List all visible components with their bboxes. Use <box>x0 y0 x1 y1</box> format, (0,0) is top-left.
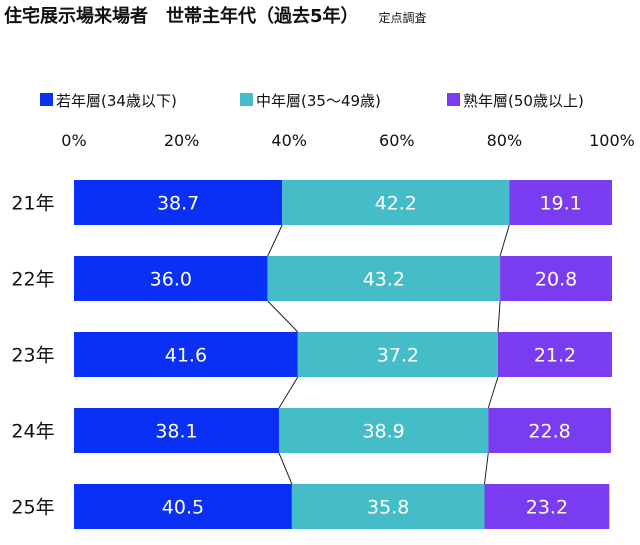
chart-subtitle: 定点調査 <box>378 11 427 25</box>
series-connector-line <box>497 300 501 333</box>
data-label: 20.8 <box>535 269 577 291</box>
bar-segment <box>74 484 292 529</box>
bar-segment <box>267 256 501 301</box>
bar-segment <box>484 484 610 529</box>
x-tick-label: 0% <box>61 131 86 150</box>
legend-swatch-2 <box>240 93 253 106</box>
bar-segment <box>282 180 510 225</box>
category-label: 21年 <box>11 193 54 215</box>
bar-segment <box>74 256 268 301</box>
x-tick-label: 80% <box>487 131 523 150</box>
series-connector-line <box>278 376 299 409</box>
data-label: 41.6 <box>165 345 207 367</box>
category-label: 24年 <box>11 421 54 443</box>
data-label: 38.9 <box>362 421 404 443</box>
data-label: 40.5 <box>162 497 204 519</box>
legend-label-3: 熟年層(50歳以上) <box>463 92 584 110</box>
series-connector-line <box>267 224 283 257</box>
legend-swatch-1 <box>40 93 53 106</box>
data-label: 38.1 <box>155 421 197 443</box>
x-tick-label: 40% <box>271 131 307 150</box>
data-label: 37.2 <box>377 345 419 367</box>
data-label: 21.2 <box>534 345 576 367</box>
x-tick-label: 100% <box>589 131 635 150</box>
bar-segment <box>74 332 298 377</box>
data-label: 43.2 <box>363 269 405 291</box>
bar-segment <box>500 256 612 301</box>
bar-segment <box>74 180 283 225</box>
series-connector-line <box>487 376 499 409</box>
data-label: 19.1 <box>539 193 581 215</box>
data-label: 23.2 <box>526 497 568 519</box>
bar-segment <box>497 332 612 377</box>
x-tick-label: 60% <box>379 131 415 150</box>
bar-segment <box>291 484 485 529</box>
data-label: 22.8 <box>528 421 570 443</box>
data-label: 35.8 <box>367 497 409 519</box>
series-connector-line <box>267 300 299 333</box>
category-label: 23年 <box>11 345 54 367</box>
bar-segment <box>297 332 498 377</box>
legend-swatch-3 <box>447 93 460 106</box>
chart-title: 住宅展示場来場者 世帯主年代（過去5年） <box>4 6 359 27</box>
bar-segment <box>488 408 611 453</box>
category-label: 25年 <box>11 497 54 519</box>
series-connector-line <box>278 452 293 485</box>
title-row: 住宅展示場来場者 世帯主年代（過去5年） 定点調査 <box>4 2 427 28</box>
category-label: 22年 <box>11 269 54 291</box>
series-connector-line <box>499 224 510 257</box>
legend-label-2: 中年層(35～49歳) <box>256 92 381 110</box>
legend-label-1: 若年層(34歳以下) <box>56 92 177 110</box>
x-tick-label: 20% <box>164 131 200 150</box>
bar-segment <box>74 408 279 453</box>
series-connector-line <box>483 452 489 485</box>
data-label: 42.2 <box>375 193 417 215</box>
data-label: 36.0 <box>150 269 192 291</box>
data-label: 38.7 <box>157 193 199 215</box>
bar-segment <box>278 408 489 453</box>
bar-segment <box>509 180 612 225</box>
